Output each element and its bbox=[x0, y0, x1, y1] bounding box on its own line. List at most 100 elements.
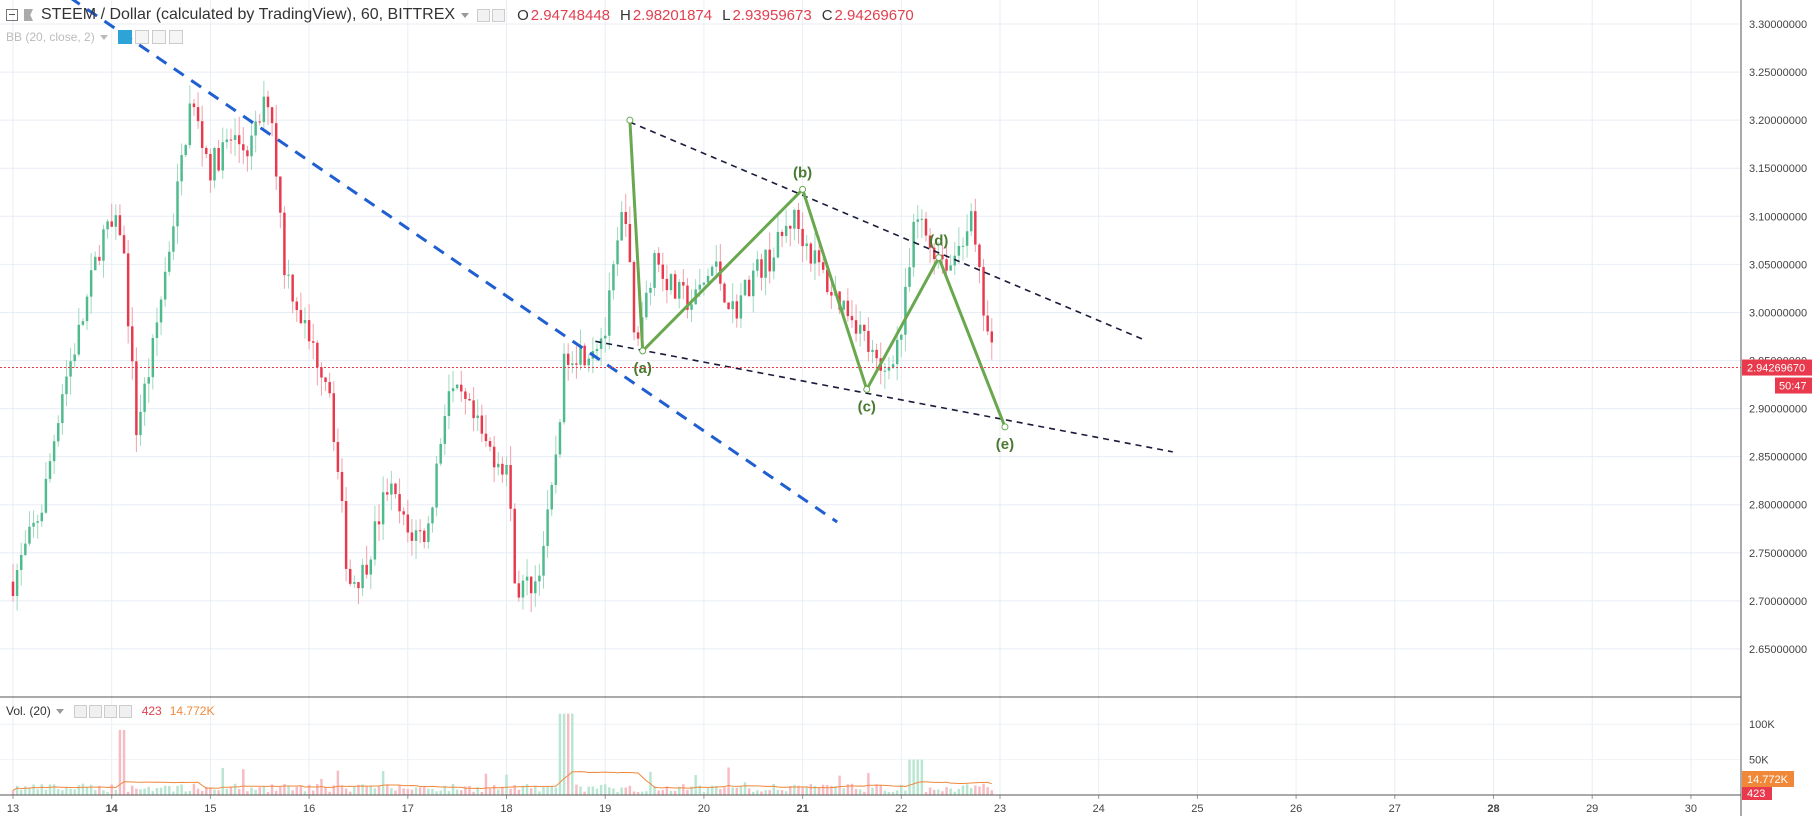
candle-body bbox=[205, 147, 208, 154]
candle-body bbox=[739, 295, 743, 319]
volume-bar bbox=[768, 790, 771, 795]
volume-bar bbox=[184, 791, 187, 795]
y-tick-label: 3.30000000 bbox=[1749, 19, 1807, 31]
indicator-label[interactable]: BB (20, close, 2) bbox=[6, 30, 95, 44]
x-tick-label: 15 bbox=[204, 803, 216, 815]
candle-body bbox=[266, 96, 270, 108]
eye-icon[interactable] bbox=[73, 704, 87, 718]
volume-bar bbox=[912, 759, 915, 795]
close-icon[interactable] bbox=[168, 30, 183, 44]
candle-body bbox=[542, 545, 545, 576]
volume-bar bbox=[505, 774, 508, 795]
settings-icon[interactable] bbox=[134, 30, 149, 44]
candle-body bbox=[534, 581, 537, 594]
candle-body bbox=[410, 532, 414, 541]
candle-body bbox=[871, 349, 874, 352]
candle-body bbox=[599, 338, 603, 349]
candle-body bbox=[365, 564, 368, 575]
volume-bar bbox=[521, 785, 525, 795]
volume-bar bbox=[908, 759, 911, 795]
volume-bar bbox=[73, 789, 76, 795]
volume-bar bbox=[423, 786, 426, 795]
candle-body bbox=[784, 225, 788, 237]
volume-bar bbox=[789, 785, 792, 795]
candle-body bbox=[698, 284, 702, 290]
volume-bar bbox=[406, 788, 410, 795]
candle-body bbox=[217, 147, 220, 171]
chevron-down-icon[interactable] bbox=[461, 12, 470, 18]
volume-bar bbox=[48, 784, 52, 795]
wave-label: (d) bbox=[929, 233, 948, 250]
volume-bar bbox=[168, 786, 171, 795]
candle-body bbox=[283, 212, 286, 276]
settings-icon[interactable] bbox=[492, 8, 506, 22]
close-icon[interactable] bbox=[118, 704, 132, 718]
chevron-down-icon[interactable] bbox=[55, 708, 64, 714]
flag-icon[interactable] bbox=[24, 9, 33, 21]
volume-bar bbox=[287, 785, 290, 795]
candle-body bbox=[455, 384, 459, 389]
volume-bar bbox=[135, 788, 138, 795]
volume-bar bbox=[373, 788, 377, 795]
eye-icon[interactable] bbox=[477, 8, 491, 22]
volume-bar bbox=[139, 789, 142, 795]
volume-bar bbox=[538, 791, 541, 795]
x-tick-label: 22 bbox=[895, 803, 907, 815]
candle-body bbox=[912, 221, 915, 268]
volume-bar bbox=[797, 785, 800, 795]
volume-bar bbox=[205, 787, 208, 795]
volume-bar bbox=[126, 791, 130, 795]
candle-body bbox=[883, 370, 887, 372]
volume-bar bbox=[834, 785, 837, 795]
volume-bar bbox=[266, 792, 270, 795]
candle-body bbox=[233, 135, 237, 140]
volume-bar bbox=[291, 790, 294, 795]
candle-body bbox=[423, 530, 426, 542]
candle-body bbox=[369, 559, 373, 575]
y-tick-label: 2.65000000 bbox=[1749, 644, 1807, 656]
settings-icon[interactable] bbox=[88, 704, 102, 718]
volume-bar bbox=[706, 787, 710, 795]
volume-bar bbox=[690, 786, 693, 795]
volume-bar bbox=[118, 729, 122, 795]
candle-body bbox=[122, 235, 126, 254]
volume-bar bbox=[147, 786, 150, 795]
volume-bar bbox=[61, 790, 64, 795]
volume-bar bbox=[616, 792, 619, 795]
candle-body bbox=[94, 256, 97, 271]
candle-body bbox=[480, 415, 484, 434]
plus-icon[interactable] bbox=[151, 30, 166, 44]
volume-bar bbox=[587, 786, 590, 795]
volume-ma-value: 14.772K bbox=[169, 704, 215, 718]
x-tick-label: 14 bbox=[106, 803, 119, 815]
volume-bar bbox=[19, 790, 23, 795]
candle-body bbox=[924, 218, 928, 236]
candle-body bbox=[492, 446, 496, 468]
plus-icon[interactable] bbox=[103, 704, 117, 718]
y-tick-label: 2.80000000 bbox=[1749, 500, 1807, 512]
candle-body bbox=[875, 349, 878, 359]
volume-bar bbox=[237, 789, 241, 795]
candle-body bbox=[805, 243, 808, 247]
candle-body bbox=[172, 226, 175, 252]
candle-body bbox=[200, 121, 204, 148]
candle-body bbox=[131, 326, 134, 362]
eye-icon[interactable] bbox=[117, 30, 132, 44]
candle-body bbox=[73, 354, 76, 362]
collapse-icon[interactable] bbox=[6, 9, 18, 21]
volume-bar bbox=[455, 789, 459, 795]
volume-bar bbox=[821, 784, 825, 795]
chevron-down-icon[interactable] bbox=[99, 34, 108, 40]
candle-body bbox=[176, 181, 179, 227]
candle-body bbox=[891, 364, 895, 368]
candle-body bbox=[110, 221, 113, 227]
volume-bar bbox=[398, 784, 401, 795]
volume-bar bbox=[645, 791, 648, 795]
volume-label[interactable]: Vol. (20) bbox=[6, 704, 51, 718]
candle-body bbox=[706, 275, 710, 283]
volume-bar bbox=[159, 787, 163, 795]
volume-bar bbox=[200, 790, 204, 795]
candle-body bbox=[949, 265, 952, 271]
volume-bar bbox=[151, 791, 155, 795]
